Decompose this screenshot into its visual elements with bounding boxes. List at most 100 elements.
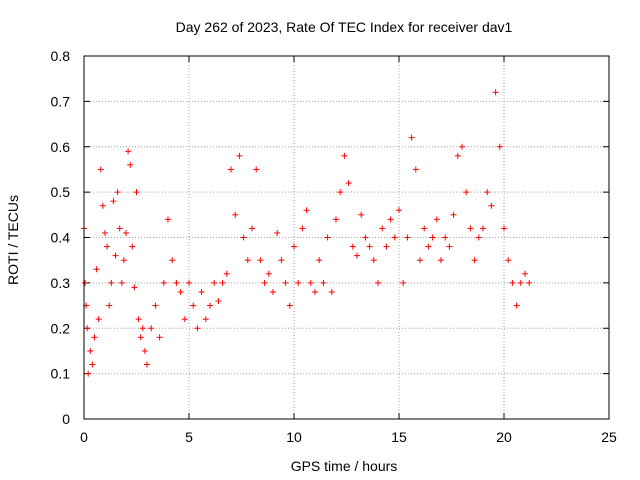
- data-point: [526, 279, 533, 286]
- data-point: [135, 316, 142, 323]
- data-point: [475, 234, 482, 241]
- data-point: [244, 257, 251, 264]
- data-point: [408, 134, 415, 141]
- x-tick-label: 25: [601, 429, 617, 445]
- y-tick-label: 0.6: [51, 139, 71, 155]
- data-point: [366, 243, 373, 250]
- data-point: [89, 361, 96, 368]
- data-point: [253, 166, 260, 173]
- data-point: [501, 225, 507, 232]
- data-point: [104, 243, 111, 250]
- data-point: [211, 279, 218, 286]
- data-point: [328, 288, 335, 295]
- data-point: [400, 279, 407, 286]
- x-tick-labels: 0 5 10 15 20 25: [80, 429, 617, 445]
- data-point: [114, 189, 121, 196]
- data-point: [97, 166, 104, 173]
- data-point: [85, 370, 92, 377]
- data-point: [198, 288, 205, 295]
- data-point: [223, 270, 230, 277]
- data-point: [299, 225, 306, 232]
- data-point: [488, 202, 495, 209]
- y-tick-label: 0.7: [51, 93, 71, 109]
- data-point: [152, 302, 159, 309]
- data-point: [307, 279, 314, 286]
- data-point: [202, 316, 209, 323]
- data-point: [261, 279, 268, 286]
- data-point: [120, 257, 127, 264]
- data-point: [387, 216, 394, 223]
- data-point: [278, 257, 285, 264]
- data-point: [173, 279, 180, 286]
- y-tick-label: 0.5: [51, 184, 71, 200]
- data-point: [84, 325, 91, 332]
- data-point: [99, 202, 106, 209]
- data-point: [417, 257, 423, 264]
- data-point: [165, 216, 171, 223]
- data-point: [341, 152, 348, 159]
- data-point: [480, 225, 486, 232]
- data-point: [291, 243, 297, 250]
- data-point: [137, 334, 144, 341]
- data-point: [207, 302, 213, 309]
- data-point: [240, 234, 247, 241]
- data-point: [517, 279, 524, 286]
- data-point: [236, 152, 243, 159]
- data-point: [95, 316, 102, 323]
- data-point: [257, 257, 264, 264]
- data-point: [131, 284, 138, 291]
- data-point: [375, 279, 381, 286]
- data-point: [87, 347, 94, 354]
- plot-frame: [83, 55, 610, 420]
- data-point: [404, 234, 411, 241]
- data-point: [312, 288, 318, 295]
- data-point: [505, 257, 512, 264]
- data-point: [82, 279, 89, 286]
- y-axis-label: ROTI / TECUs: [5, 195, 21, 285]
- x-axis-label: GPS time / hours: [291, 458, 398, 474]
- data-point: [118, 279, 125, 286]
- data-point: [116, 225, 123, 232]
- data-point: [492, 89, 499, 96]
- y-tick-label: 0.8: [51, 48, 71, 64]
- data-point: [379, 225, 386, 232]
- data-point: [454, 152, 461, 159]
- data-point: [286, 302, 293, 309]
- data-point: [148, 325, 155, 332]
- data-point: [133, 189, 140, 196]
- data-point: [450, 211, 457, 218]
- grid-lines: [84, 56, 609, 419]
- data-point: [274, 229, 281, 236]
- data-point: [181, 316, 188, 323]
- y-tick-label: 0.1: [51, 366, 71, 382]
- data-point: [496, 143, 503, 150]
- data-point: [471, 257, 478, 264]
- data-point: [270, 288, 276, 295]
- data-point: [186, 279, 192, 286]
- data-point: [169, 257, 176, 264]
- data-point: [362, 234, 369, 241]
- data-point: [265, 270, 272, 277]
- data-point: [412, 166, 419, 173]
- data-point: [463, 189, 470, 196]
- y-tick-label: 0.3: [51, 275, 71, 291]
- x-tick-label: 0: [80, 429, 88, 445]
- data-point: [337, 189, 344, 196]
- data-point: [125, 148, 132, 155]
- data-point: [190, 302, 197, 309]
- data-point: [349, 243, 356, 250]
- data-point: [108, 279, 115, 286]
- data-point: [160, 279, 167, 286]
- data-point: [295, 279, 302, 286]
- x-tick-label: 15: [391, 429, 407, 445]
- data-point: [215, 298, 222, 305]
- data-point: [433, 216, 440, 223]
- data-point: [156, 334, 163, 341]
- data-point: [91, 334, 98, 341]
- data-point: [139, 325, 146, 332]
- data-point: [345, 180, 352, 187]
- x-tick-label: 10: [286, 429, 302, 445]
- y-tick-labels: 0 0.1 0.2 0.3 0.4 0.5 0.6 0.7 0.8: [51, 48, 71, 427]
- data-point: [228, 166, 234, 173]
